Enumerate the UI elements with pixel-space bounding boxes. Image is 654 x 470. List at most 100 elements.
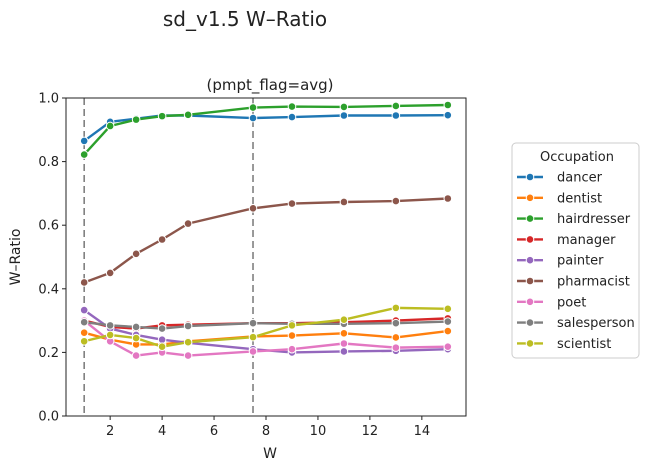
data-point <box>157 335 167 344</box>
x-tick-label: 14 <box>414 424 431 439</box>
legend-item: poet <box>517 295 586 310</box>
legend-item: hairdresser <box>517 212 631 227</box>
legend-label: dancer <box>557 171 603 186</box>
legend-item: salesperson <box>517 316 635 331</box>
data-point <box>391 343 401 352</box>
legend: Occupation dancer dentist hairdresser manag… <box>511 142 640 359</box>
data-point <box>287 344 297 354</box>
data-point <box>339 347 349 356</box>
data-point <box>105 330 115 340</box>
data-point <box>183 219 193 228</box>
legend-marker <box>525 193 535 203</box>
data-point <box>183 337 193 347</box>
y-tick-label: 0.8 <box>38 155 59 170</box>
legend-item: manager <box>517 233 616 248</box>
y-tick-label: 0.0 <box>38 410 59 425</box>
data-point <box>248 347 258 356</box>
data-point <box>391 333 401 342</box>
y-tick-label: 1.0 <box>38 92 59 107</box>
series-line <box>84 320 448 330</box>
data-point <box>443 326 453 336</box>
data-point <box>391 101 401 111</box>
data-point <box>287 321 297 330</box>
series-group <box>79 100 453 360</box>
series-pharmacist <box>79 194 453 287</box>
data-point <box>443 304 453 314</box>
data-point <box>131 249 141 259</box>
legend-label: dentist <box>557 191 602 206</box>
y-axis-ticks: 0.0 0.2 0.4 0.6 0.8 1.0 <box>38 92 66 425</box>
y-tick-label: 0.2 <box>38 346 59 361</box>
data-point <box>339 315 349 324</box>
series-hairdresser <box>79 100 453 159</box>
data-point <box>248 318 258 328</box>
data-point <box>79 136 89 146</box>
data-point <box>391 196 401 206</box>
legend-marker <box>525 214 535 223</box>
data-point <box>443 110 453 120</box>
data-point <box>339 111 349 120</box>
legend-label: manager <box>557 233 616 248</box>
legend-item: dancer <box>517 171 603 186</box>
reference-lines <box>83 98 254 416</box>
data-point <box>105 268 115 278</box>
data-point <box>339 102 349 112</box>
x-tick-label: 10 <box>310 424 327 439</box>
legend-marker <box>525 297 535 307</box>
data-point <box>157 342 167 351</box>
data-point <box>183 110 193 120</box>
data-point <box>248 332 258 342</box>
data-point <box>157 235 167 244</box>
x-tick-label: 2 <box>106 424 114 439</box>
chart-title: (pmpt_flag=avg) <box>206 76 333 95</box>
x-tick-label: 8 <box>262 424 270 439</box>
y-axis-label: W–Ratio <box>8 229 24 286</box>
data-point <box>391 318 401 328</box>
x-tick-label: 6 <box>210 424 218 439</box>
x-axis-label: W <box>263 446 277 462</box>
legend-label: salesperson <box>557 316 635 331</box>
data-point <box>131 322 141 332</box>
legend-marker <box>525 255 535 265</box>
data-point <box>339 339 349 348</box>
legend-marker <box>525 172 535 182</box>
data-point <box>79 305 89 315</box>
data-point <box>157 111 167 121</box>
y-tick-label: 0.6 <box>38 219 59 234</box>
series-line <box>83 319 448 357</box>
data-point <box>339 329 349 338</box>
series-salesperson <box>79 317 453 333</box>
data-point <box>105 321 115 330</box>
legend-label: pharmacist <box>557 275 630 290</box>
series-line <box>83 309 448 354</box>
data-point <box>287 102 297 111</box>
legend-item: pharmacist <box>517 275 630 290</box>
data-point <box>157 324 167 333</box>
series-line <box>83 113 448 142</box>
x-tick-label: 4 <box>158 424 166 439</box>
chart-suptitle: sd_v1.5 W–Ratio <box>163 7 327 31</box>
series-line <box>83 197 448 284</box>
legend-label: hairdresser <box>557 212 631 227</box>
data-point <box>248 204 258 213</box>
legend-label: scientist <box>557 337 611 352</box>
legend-title: Occupation <box>540 150 614 165</box>
legend-item: scientist <box>517 337 611 352</box>
data-point <box>287 331 297 340</box>
data-point <box>183 321 193 331</box>
legend-item: painter <box>517 254 604 269</box>
series-scientist <box>79 303 453 351</box>
data-point <box>131 351 141 360</box>
x-axis-ticks: 2 4 6 8 10 12 14 <box>106 416 430 439</box>
legend-marker <box>525 235 535 244</box>
legend-items: dancer dentist hairdresser manager painter ph… <box>517 171 635 352</box>
data-point <box>105 121 115 131</box>
legend-marker <box>525 276 535 286</box>
data-point <box>79 317 89 327</box>
x-tick-label: 12 <box>362 424 379 439</box>
data-point <box>248 103 258 112</box>
data-point <box>131 115 141 124</box>
data-point <box>79 328 89 337</box>
y-tick-label: 0.4 <box>38 282 59 297</box>
